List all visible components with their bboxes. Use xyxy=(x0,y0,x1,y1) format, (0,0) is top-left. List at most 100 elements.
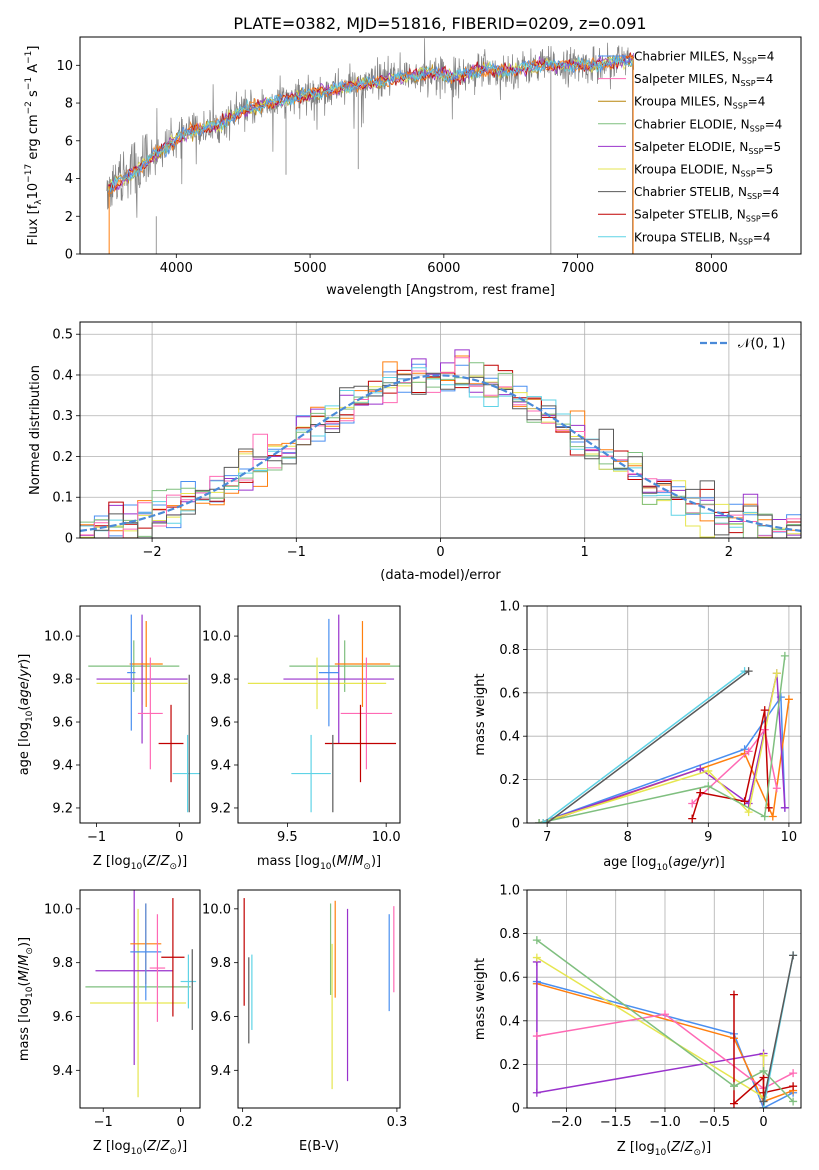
weight-marker xyxy=(704,766,713,775)
y-tick-label: 0.2 xyxy=(499,773,520,788)
y-tick-label: 0 xyxy=(512,817,520,832)
label-part: ( xyxy=(332,854,337,869)
legend-text: Kroupa ELODIE, N xyxy=(634,163,741,177)
weight-marker xyxy=(532,1032,541,1041)
legend-text: =6 xyxy=(761,208,779,222)
y-axis-label: Normed distribution xyxy=(28,365,43,495)
y-tick-label: 0.6 xyxy=(499,971,520,986)
plot-area xyxy=(85,890,197,1098)
legend-text: =4 xyxy=(748,95,766,109)
weight-marker xyxy=(696,764,705,773)
label-part: −17 xyxy=(24,164,34,183)
weight-line xyxy=(536,982,794,1103)
y-tick-label: 9.8 xyxy=(210,956,231,971)
label-part: )] xyxy=(17,654,32,664)
legend-text: Kroupa MILES, N xyxy=(634,95,733,109)
x-tick-label: 1 xyxy=(581,545,589,560)
y-tick-label: 0.2 xyxy=(499,1058,520,1073)
axes-frame xyxy=(237,889,401,1109)
x-tick-label: 0 xyxy=(436,545,444,560)
weight-line xyxy=(542,670,746,823)
label-part: M xyxy=(17,970,32,981)
x-tick-label: 0 xyxy=(177,1115,185,1130)
y-tick-label: 0.4 xyxy=(499,730,520,745)
weight-marker xyxy=(759,1051,768,1060)
weight-line xyxy=(536,956,765,1099)
x-axis-label: age [log10(age/yr)] xyxy=(603,855,725,873)
label-part: ⊙ xyxy=(693,1148,701,1158)
x-tick-label: −1 xyxy=(94,1115,113,1130)
label-part: / xyxy=(17,676,32,681)
legend-sub: SSP xyxy=(746,215,761,224)
label-part: 10 xyxy=(320,862,332,872)
legend-text: Salpeter MILES, N xyxy=(634,72,741,86)
weight-marker xyxy=(740,797,749,806)
weight-marker xyxy=(539,819,548,823)
y-axis-label: mass weight xyxy=(473,673,488,755)
label-part: age xyxy=(17,681,32,705)
weight-marker xyxy=(789,951,798,960)
label-part: 10 xyxy=(26,183,41,200)
legend-sub: SSP xyxy=(741,170,756,179)
y-tick-label: 0.4 xyxy=(499,1014,520,1029)
weight-marker xyxy=(532,936,541,945)
weight-marker xyxy=(760,812,769,821)
weight-marker xyxy=(768,812,777,821)
panel-weight_vs_z: −2.0 −1.5 −1.0 −0.5 0 0 0.2 0.4 0.6 0.8 1.0 mass we… xyxy=(473,884,802,1158)
panel-weight_vs_age: 7 8 9 10 0 0.2 0.4 0.6 0.8 1.0 mass weight age [log… xyxy=(473,600,802,873)
x-tick-label: 10.0 xyxy=(372,830,401,845)
label-part: λ xyxy=(34,199,44,205)
y-tick-label: 9.6 xyxy=(210,1010,231,1025)
y-tick-label: 9.6 xyxy=(210,716,231,731)
y-tick-label: 2 xyxy=(65,210,73,225)
x-tick-label: 10 xyxy=(781,830,798,845)
model-fit-line xyxy=(107,55,634,192)
weight-marker xyxy=(760,706,769,715)
y-tick-label: 8 xyxy=(65,97,73,112)
weight-marker xyxy=(789,1097,798,1106)
label-part: M xyxy=(17,955,32,966)
y-tick-label: 9.4 xyxy=(210,1064,231,1079)
weight-marker xyxy=(535,819,544,823)
x-tick-label: 6000 xyxy=(427,261,460,276)
label-part: age [log xyxy=(603,855,656,870)
legend-sub: SSP xyxy=(742,57,757,66)
axes-frame xyxy=(79,889,201,1109)
x-tick-label: −1.5 xyxy=(600,1115,632,1130)
y-tick-label: 6 xyxy=(65,134,73,149)
normal-curve xyxy=(80,374,801,532)
label-part: )] xyxy=(177,854,187,869)
legend-entry: Chabrier MILES, NSSP=4 xyxy=(634,50,774,66)
weight-line xyxy=(538,673,778,823)
weight-line xyxy=(536,939,794,1103)
label-part: 10 xyxy=(655,1148,667,1158)
y-tick-label: 9.8 xyxy=(210,673,231,688)
legend-text: Salpeter ELODIE, N xyxy=(634,140,748,154)
plot-area xyxy=(106,38,635,254)
weight-marker xyxy=(744,747,753,756)
y-tick-label: 0 xyxy=(512,1102,520,1117)
legend-entry: Salpeter STELIB, NSSP=6 xyxy=(634,208,778,224)
y-tick-label: 10.0 xyxy=(202,902,231,917)
label-part: ( xyxy=(666,1140,671,1155)
legend-sub: SSP xyxy=(738,237,753,246)
label-part: ⊙ xyxy=(169,862,177,872)
y-tick-label: 9.2 xyxy=(210,801,231,816)
x-axis-label: Z [log10(Z/Z⊙)] xyxy=(617,1140,711,1158)
panel-mass_vs_ebv: 0.2 0.3 9.4 9.6 9.8 10.0 E(B-V) xyxy=(202,889,407,1154)
legend-text: =4 xyxy=(765,117,783,131)
legend-sub: SSP xyxy=(748,147,763,156)
legend-sub: SSP xyxy=(741,79,756,88)
legend-text: Chabrier MILES, N xyxy=(634,50,742,64)
weight-marker xyxy=(688,814,697,823)
x-axis-label: Z [log10(Z/Z⊙)] xyxy=(93,854,187,872)
y-axis-label: mass weight xyxy=(473,958,488,1040)
panel-residuals: −2 −1 0 1 2 0 0.1 0.2 0.3 0.4 0.5 𝒩(0, 1) (data-mode… xyxy=(28,321,802,583)
label-part: age [log xyxy=(17,722,32,775)
panel-spectrum: 4000 5000 6000 7000 8000 0 2 4 6 8 10 wavelength [A… xyxy=(24,36,802,298)
weight-line xyxy=(538,694,786,823)
legend-text: Kroupa STELIB, N xyxy=(634,230,738,244)
